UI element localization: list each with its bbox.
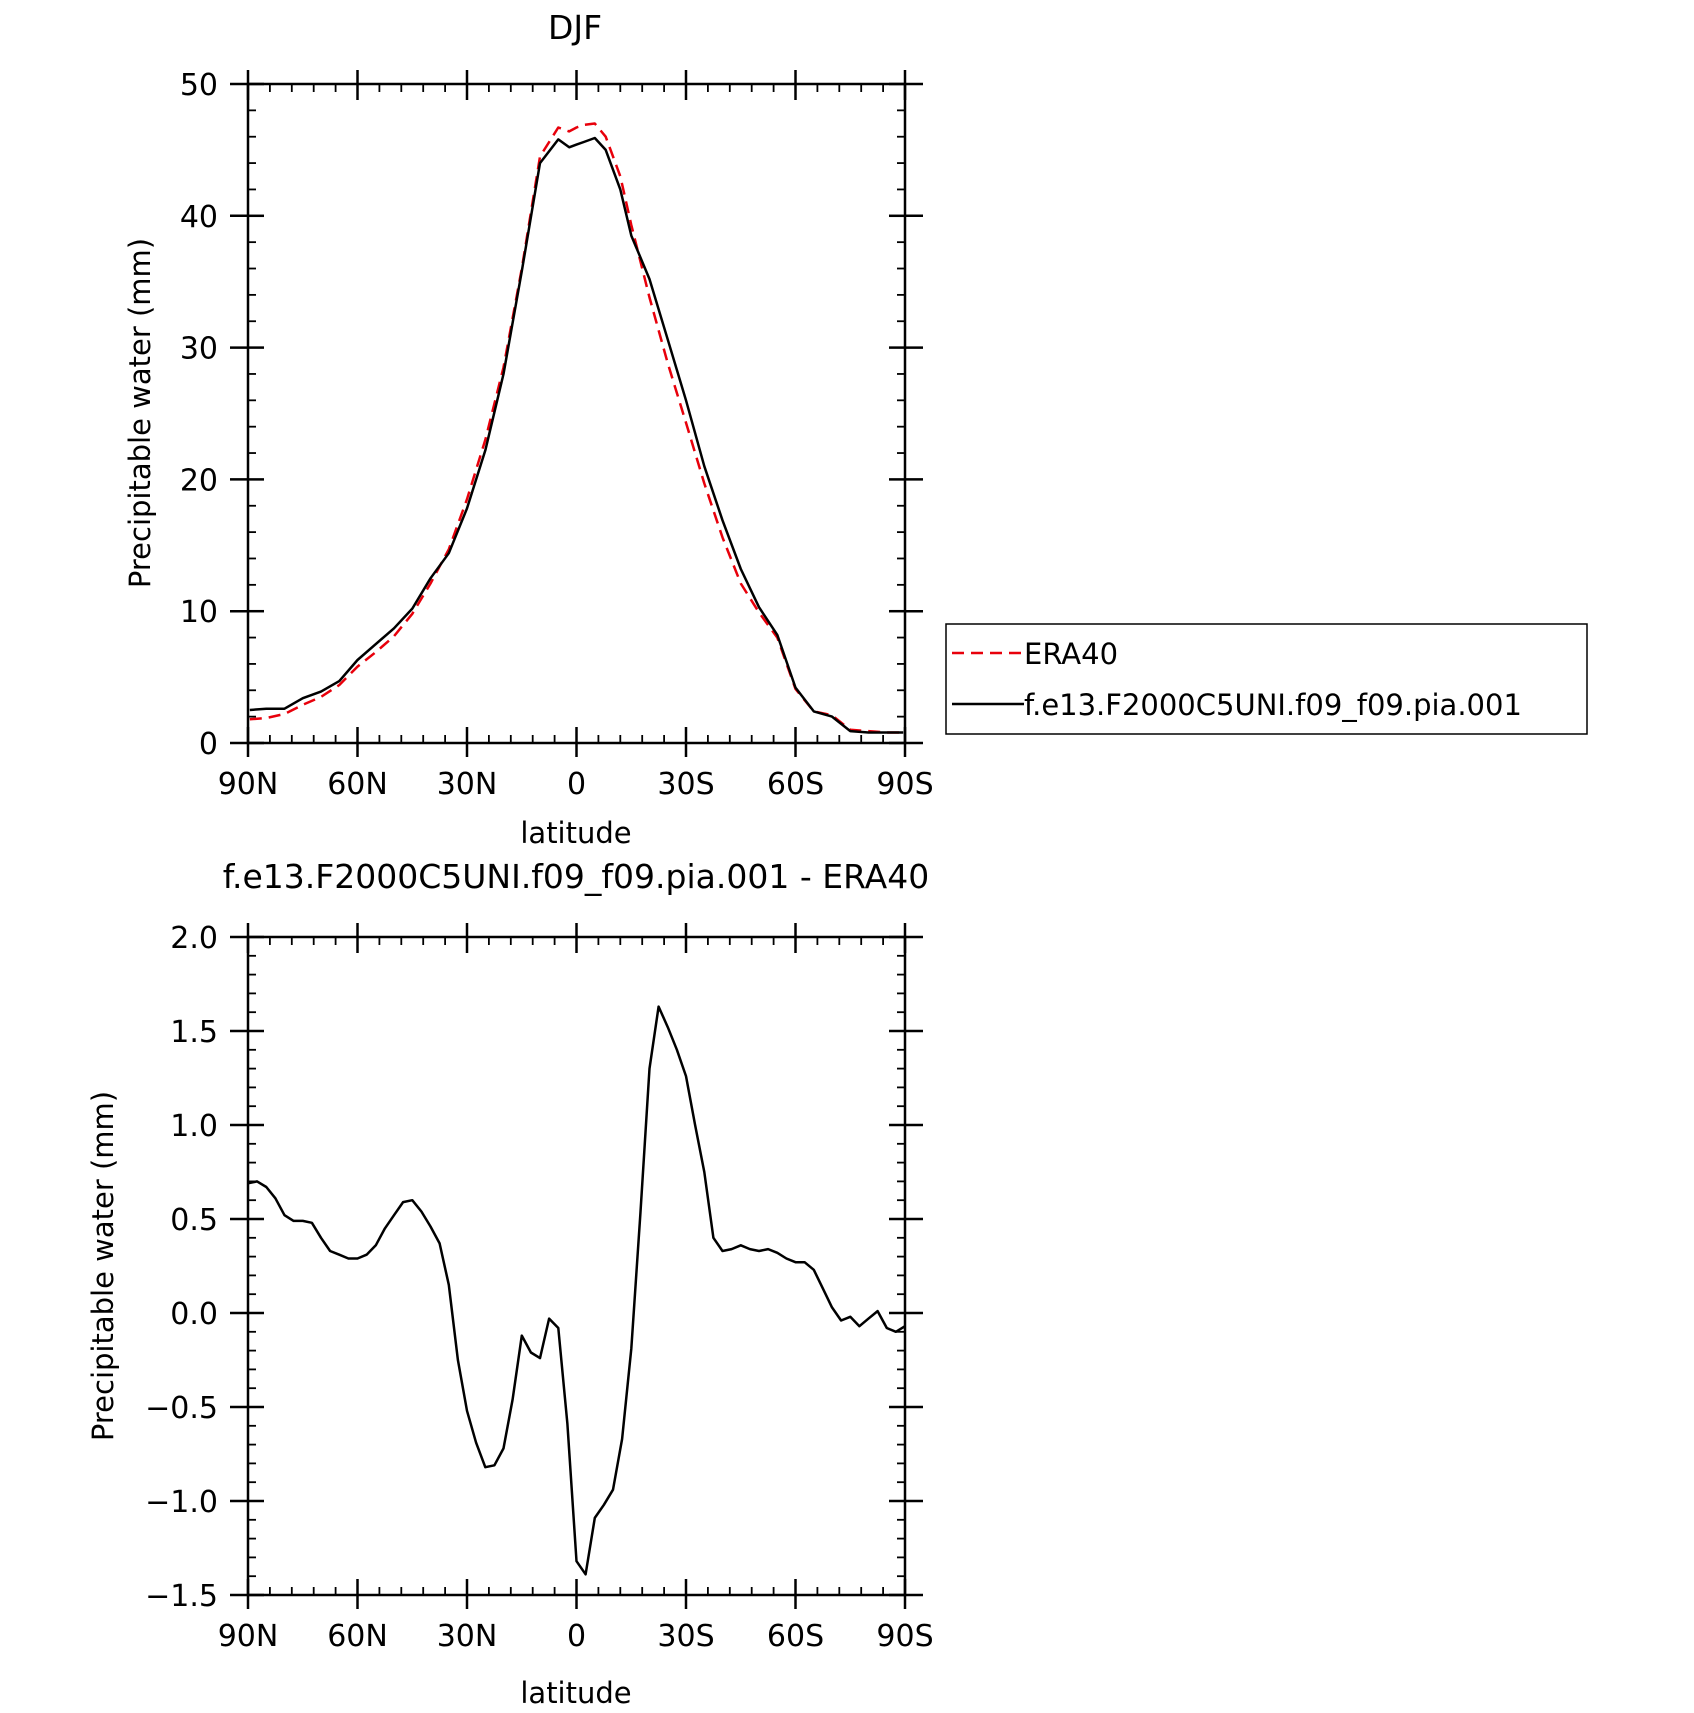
bottom-y-tick-labels: −1.5 −1.0 −0.5 0.0 0.5 1.0 1.5 2.0 xyxy=(145,921,218,1614)
bottom-x-tick-label: 30S xyxy=(657,1619,714,1654)
top-x-tick-label: 30S xyxy=(657,767,714,802)
bottom-y-tick-label: −0.5 xyxy=(145,1391,218,1426)
top-panel: DJF 90N 60N 30N 0 30S 60S 90S 0 10 20 30 40 50 lati… xyxy=(123,8,1588,850)
legend-label-model: f.e13.F2000C5UNI.f09_f09.pia.001 xyxy=(1024,688,1522,722)
top-y-axis-label: Precipitable water (mm) xyxy=(123,238,157,588)
legend-box xyxy=(945,623,1588,735)
legend: ERA40 f.e13.F2000C5UNI.f09_f09.pia.001 xyxy=(945,623,1588,735)
bottom-ticks xyxy=(230,923,923,1609)
top-x-axis-label: latitude xyxy=(520,816,631,850)
bottom-y-tick-label: 1.0 xyxy=(170,1109,218,1144)
top-y-tick-label: 20 xyxy=(180,463,218,498)
top-series-line-0 xyxy=(249,122,904,734)
top-y-tick-label: 40 xyxy=(180,200,218,235)
bottom-y-tick-label: 0.5 xyxy=(170,1203,218,1238)
top-ticks xyxy=(230,70,923,757)
bottom-x-tick-labels: 90N 60N 30N 0 30S 60S 90S xyxy=(218,1619,934,1654)
bottom-x-tick-label: 60S xyxy=(767,1619,824,1654)
top-x-tick-label: 0 xyxy=(567,767,586,802)
top-series xyxy=(249,122,904,734)
bottom-y-tick-label: 0.0 xyxy=(170,1297,218,1332)
bottom-x-tick-label: 90N xyxy=(218,1619,279,1654)
bottom-panel: f.e13.F2000C5UNI.f09_f09.pia.001 - ERA40… xyxy=(86,857,934,1710)
top-x-tick-label: 60N xyxy=(327,767,388,802)
top-y-tick-label: 50 xyxy=(180,68,218,103)
bottom-series-line-0 xyxy=(247,1005,906,1576)
top-chart-title: DJF xyxy=(548,8,602,47)
bottom-plot-frame xyxy=(246,935,907,1597)
top-x-tick-label: 30N xyxy=(437,767,498,802)
bottom-y-tick-label: −1.0 xyxy=(145,1485,218,1520)
top-y-tick-label: 30 xyxy=(180,332,218,367)
bottom-y-tick-label: 1.5 xyxy=(170,1015,218,1050)
bottom-y-tick-label: 2.0 xyxy=(170,921,218,956)
top-y-tick-label: 0 xyxy=(199,727,218,762)
top-series-line-1 xyxy=(249,136,904,734)
bottom-x-tick-label: 60N xyxy=(327,1619,388,1654)
top-y-tick-label: 10 xyxy=(180,595,218,630)
bottom-x-tick-label: 30N xyxy=(437,1619,498,1654)
legend-label-era40: ERA40 xyxy=(1024,637,1118,671)
bottom-x-tick-label: 90S xyxy=(876,1619,933,1654)
bottom-y-axis-label: Precipitable water (mm) xyxy=(86,1091,120,1441)
bottom-y-tick-label: −1.5 xyxy=(145,1579,218,1614)
top-x-tick-label: 60S xyxy=(767,767,824,802)
top-y-tick-labels: 0 10 20 30 40 50 xyxy=(180,68,218,762)
top-x-tick-label: 90S xyxy=(876,767,933,802)
top-x-tick-labels: 90N 60N 30N 0 30S 60S 90S xyxy=(218,767,934,802)
bottom-chart-title: f.e13.F2000C5UNI.f09_f09.pia.001 - ERA40 xyxy=(223,857,929,896)
top-x-tick-label: 90N xyxy=(218,767,279,802)
bottom-series xyxy=(247,1005,906,1576)
top-plot-frame xyxy=(246,82,907,745)
bottom-x-axis-label: latitude xyxy=(520,1676,631,1710)
bottom-x-tick-label: 0 xyxy=(567,1619,586,1654)
